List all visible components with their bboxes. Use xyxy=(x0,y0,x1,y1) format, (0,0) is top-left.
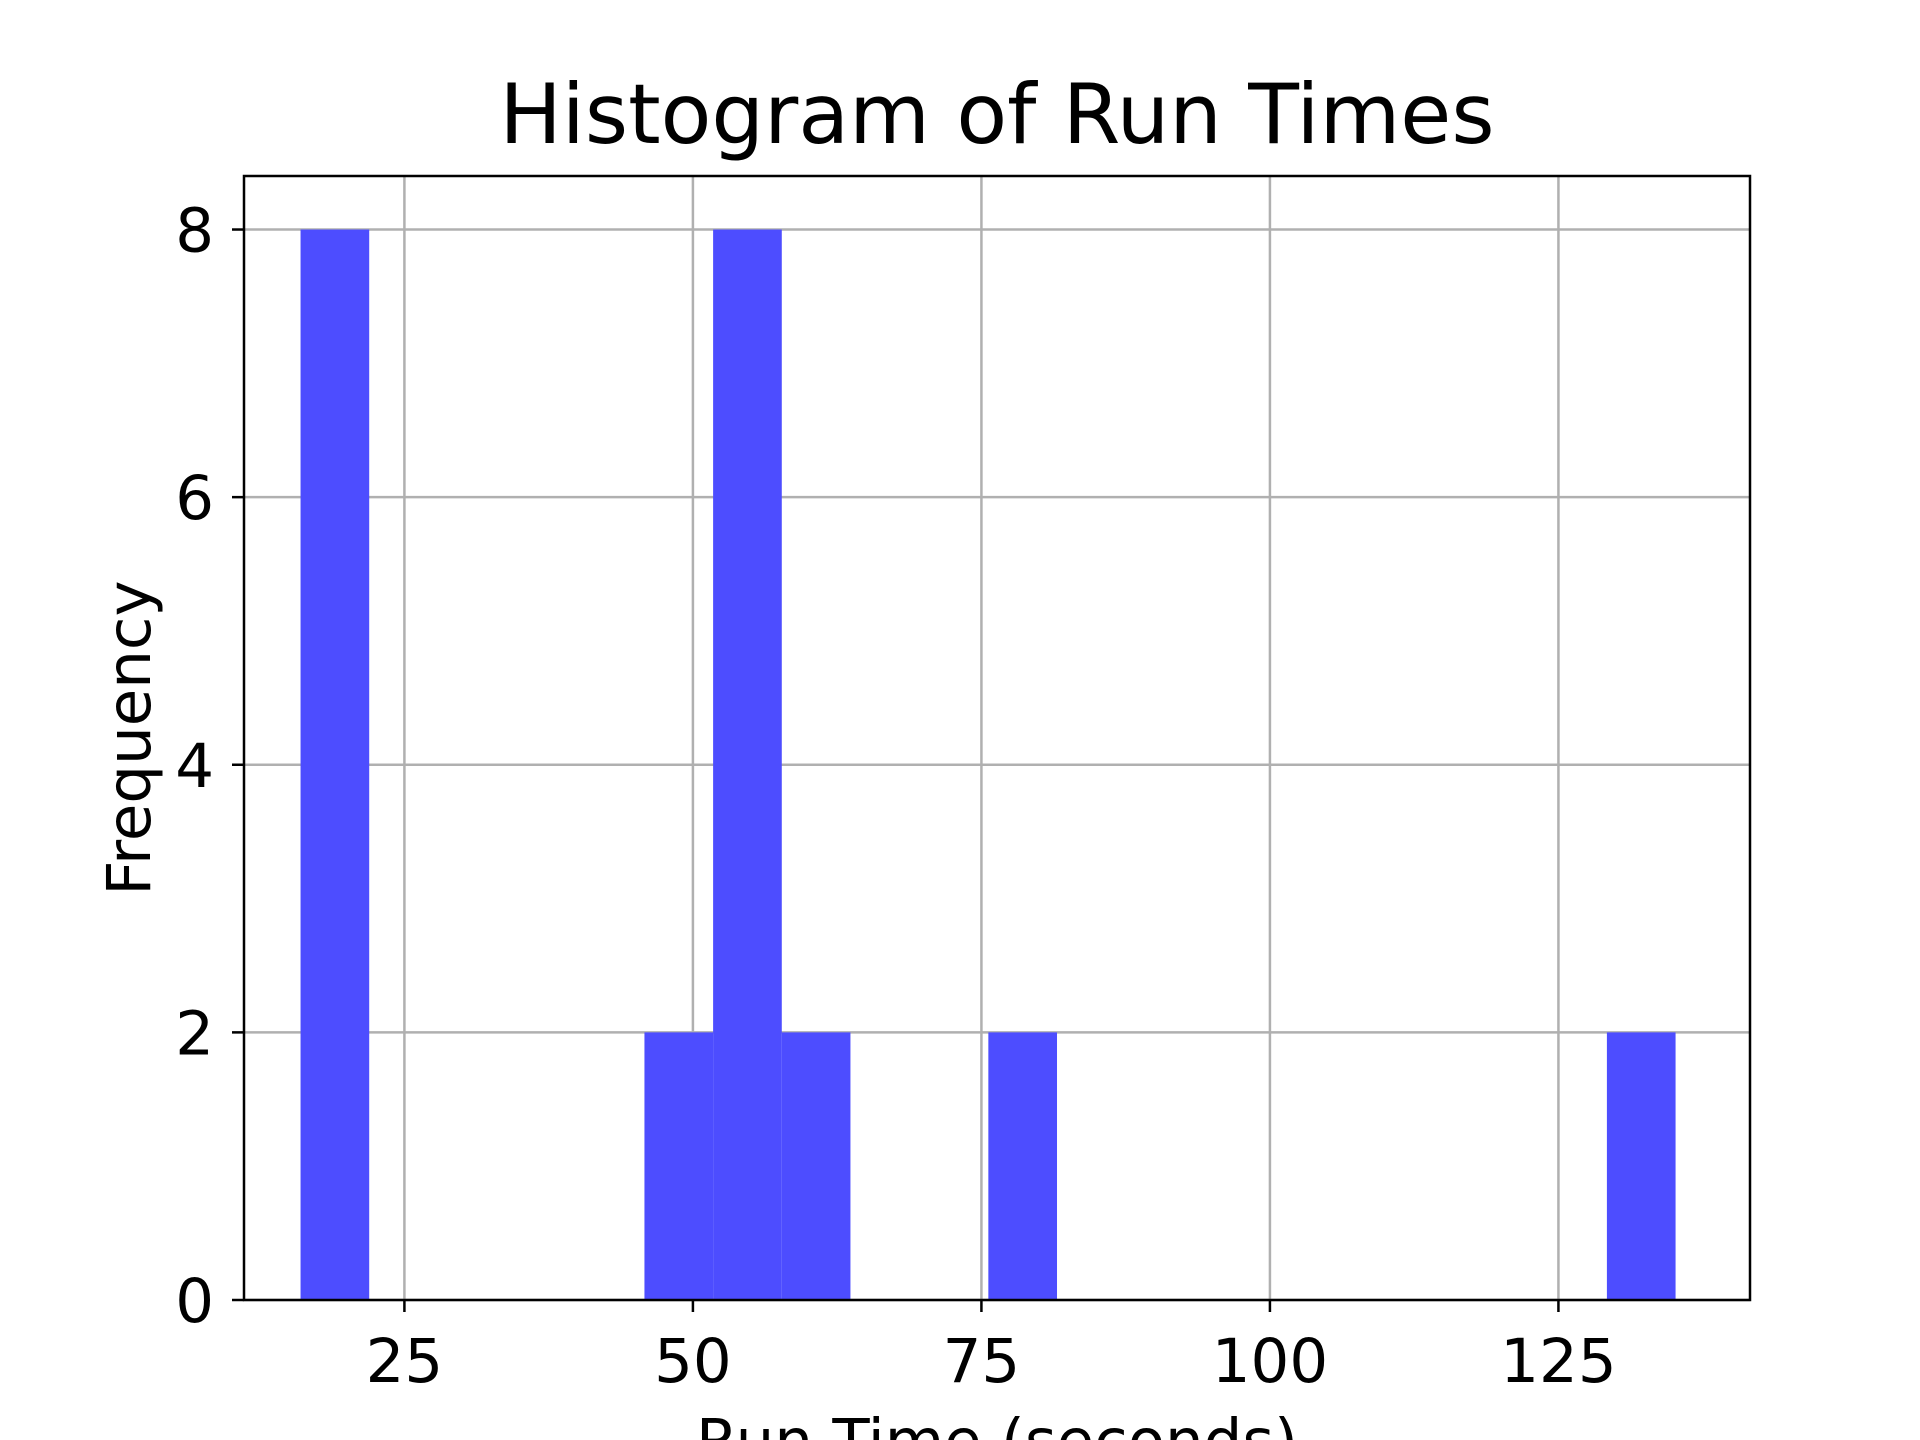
x-axis-label: Run Time (seconds) xyxy=(696,1406,1298,1440)
x-tick-label: 75 xyxy=(943,1326,1021,1397)
histogram-bar xyxy=(644,1032,714,1300)
histogram-bar xyxy=(300,229,370,1300)
y-tick-label: 8 xyxy=(175,196,214,267)
axis-ticks: 25 50 75 100 125 0 2 4 6 8 xyxy=(175,196,1616,1397)
histogram-bar xyxy=(713,229,782,1300)
y-tick-label: 6 xyxy=(175,463,214,534)
x-tick-label: 25 xyxy=(366,1326,444,1397)
x-tick-label: 100 xyxy=(1212,1326,1328,1397)
histogram-bar xyxy=(1606,1032,1676,1300)
y-tick-label: 4 xyxy=(175,731,214,802)
x-tick-label: 50 xyxy=(654,1326,732,1397)
histogram-bars xyxy=(300,229,1676,1300)
histogram-bar xyxy=(781,1032,851,1300)
y-axis-label: Frequency xyxy=(94,580,165,895)
plot-frame xyxy=(242,174,1752,1302)
x-tick-label: 125 xyxy=(1500,1326,1616,1397)
chart-title: Histogram of Run Times xyxy=(499,66,1494,163)
y-tick-label: 0 xyxy=(175,1266,214,1337)
y-tick-label: 2 xyxy=(175,998,214,1069)
histogram-bar xyxy=(988,1032,1058,1300)
